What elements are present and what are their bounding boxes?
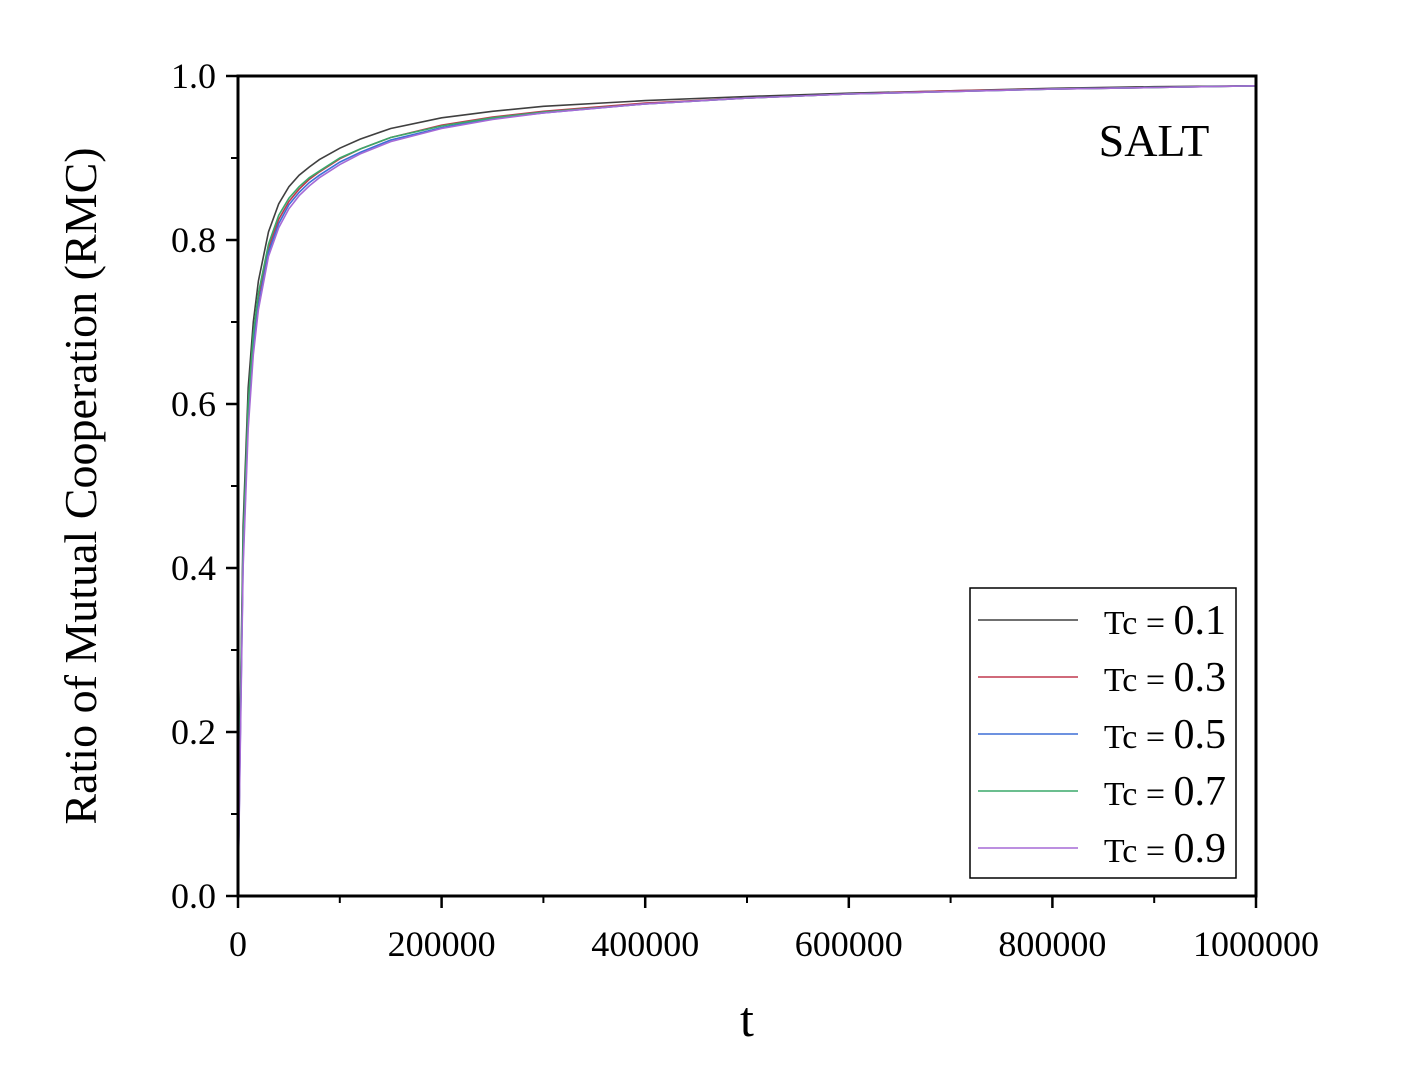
y-tick-label: 0.8 bbox=[171, 220, 216, 260]
legend-label: Tc = 0.7 bbox=[1104, 769, 1226, 815]
legend-label: Tc = 0.1 bbox=[1104, 598, 1226, 644]
series-line-4 bbox=[237, 85, 1257, 897]
x-tick-label: 1000000 bbox=[1193, 924, 1319, 964]
y-tick-label: 0.2 bbox=[171, 712, 216, 752]
y-tick-label: 1.0 bbox=[171, 56, 216, 96]
legend-label: Tc = 0.5 bbox=[1104, 712, 1226, 758]
x-axis-ticks: 0 200000 400000 600000 800000 1000000 bbox=[229, 896, 1319, 964]
y-axis-title: Ratio of Mutual Cooperation (RMC) bbox=[55, 147, 106, 824]
x-axis-title: t bbox=[740, 991, 754, 1047]
legend-label: Tc = 0.9 bbox=[1104, 826, 1226, 872]
y-axis-ticks: 0.0 0.2 0.4 0.6 0.8 1.0 bbox=[171, 56, 238, 916]
y-tick-label: 0.0 bbox=[171, 876, 216, 916]
legend: Tc = 0.1 Tc = 0.3 Tc = 0.5 Tc = 0.7 Tc = 0.9 bbox=[969, 587, 1237, 879]
legend-label: Tc = 0.3 bbox=[1104, 655, 1226, 701]
series-lines bbox=[237, 85, 1257, 897]
x-tick-label: 600000 bbox=[795, 924, 903, 964]
chart-annotation: SALT bbox=[1099, 115, 1210, 166]
x-tick-label: 400000 bbox=[591, 924, 699, 964]
y-tick-label: 0.6 bbox=[171, 384, 216, 424]
legend-box bbox=[969, 587, 1237, 879]
x-tick-label: 200000 bbox=[388, 924, 496, 964]
y-tick-label: 0.4 bbox=[171, 548, 216, 588]
x-tick-label: 0 bbox=[229, 924, 247, 964]
x-tick-label: 800000 bbox=[998, 924, 1106, 964]
